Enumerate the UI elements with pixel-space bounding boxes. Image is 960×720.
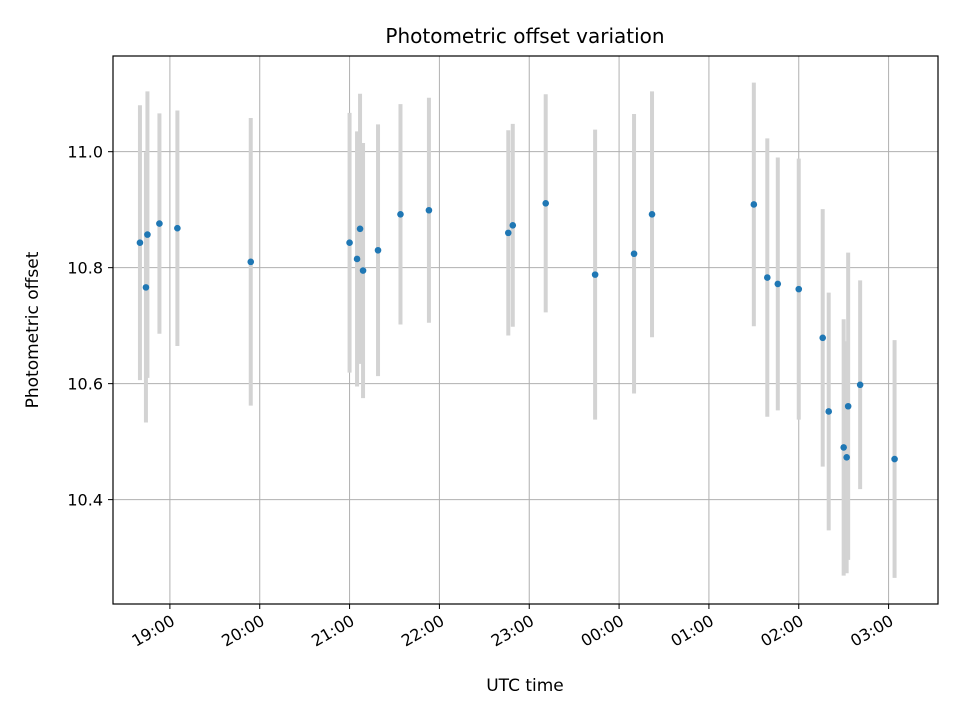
data-point — [353, 255, 361, 263]
x-tick-label: 19:00 — [128, 611, 177, 651]
data-point — [750, 201, 758, 208]
chart-title: Photometric offset variation — [385, 24, 664, 48]
plot-background — [113, 56, 938, 604]
data-point — [844, 402, 852, 410]
x-tick-label: 21:00 — [308, 611, 357, 651]
data-point — [144, 231, 151, 238]
data-point — [247, 258, 255, 266]
data-point — [542, 199, 550, 207]
data-point — [764, 274, 771, 281]
x-tick-label: 00:00 — [578, 611, 627, 651]
x-axis-label: UTC time — [486, 676, 564, 696]
data-point — [825, 408, 832, 415]
data-point — [630, 250, 638, 258]
data-point — [648, 211, 656, 218]
y-axis-ticks: 10.4 10.6 10.8 11.0 — [67, 143, 113, 510]
data-point — [891, 455, 898, 463]
data-point — [840, 444, 847, 451]
data-point — [509, 222, 517, 229]
plot-frame — [112, 55, 939, 605]
x-tick-label: 20:00 — [218, 611, 267, 651]
data-point — [397, 211, 404, 218]
x-tick-label: 23:00 — [488, 611, 537, 651]
y-axis-label: Photometric offset — [23, 251, 43, 408]
data-point — [795, 285, 803, 293]
y-tick-label: 10.6 — [67, 375, 103, 394]
x-axis-ticks: 19:00 20:00 21:00 22:00 23:00 00:00 01:00 02:00… — [128, 604, 897, 651]
data-point — [359, 267, 367, 274]
x-tick-label: 22:00 — [398, 611, 447, 651]
data-point — [374, 246, 382, 254]
x-tick-label: 02:00 — [757, 611, 806, 651]
data-points — [136, 199, 898, 463]
y-tick-label: 11.0 — [67, 143, 103, 162]
data-point — [142, 284, 150, 291]
data-point — [346, 239, 353, 247]
data-point — [819, 334, 827, 342]
x-tick-label: 01:00 — [667, 611, 716, 651]
y-tick-label: 10.8 — [67, 259, 103, 278]
x-tick-label: 03:00 — [847, 611, 896, 651]
data-point — [504, 229, 512, 237]
data-point — [856, 381, 864, 389]
data-point — [843, 453, 850, 461]
data-point — [174, 224, 181, 232]
data-point — [425, 206, 433, 214]
data-point — [156, 220, 163, 227]
data-point — [774, 280, 782, 288]
y-tick-label: 10.4 — [67, 491, 103, 510]
data-point — [356, 225, 364, 233]
data-point — [591, 271, 599, 278]
data-point — [136, 239, 144, 247]
